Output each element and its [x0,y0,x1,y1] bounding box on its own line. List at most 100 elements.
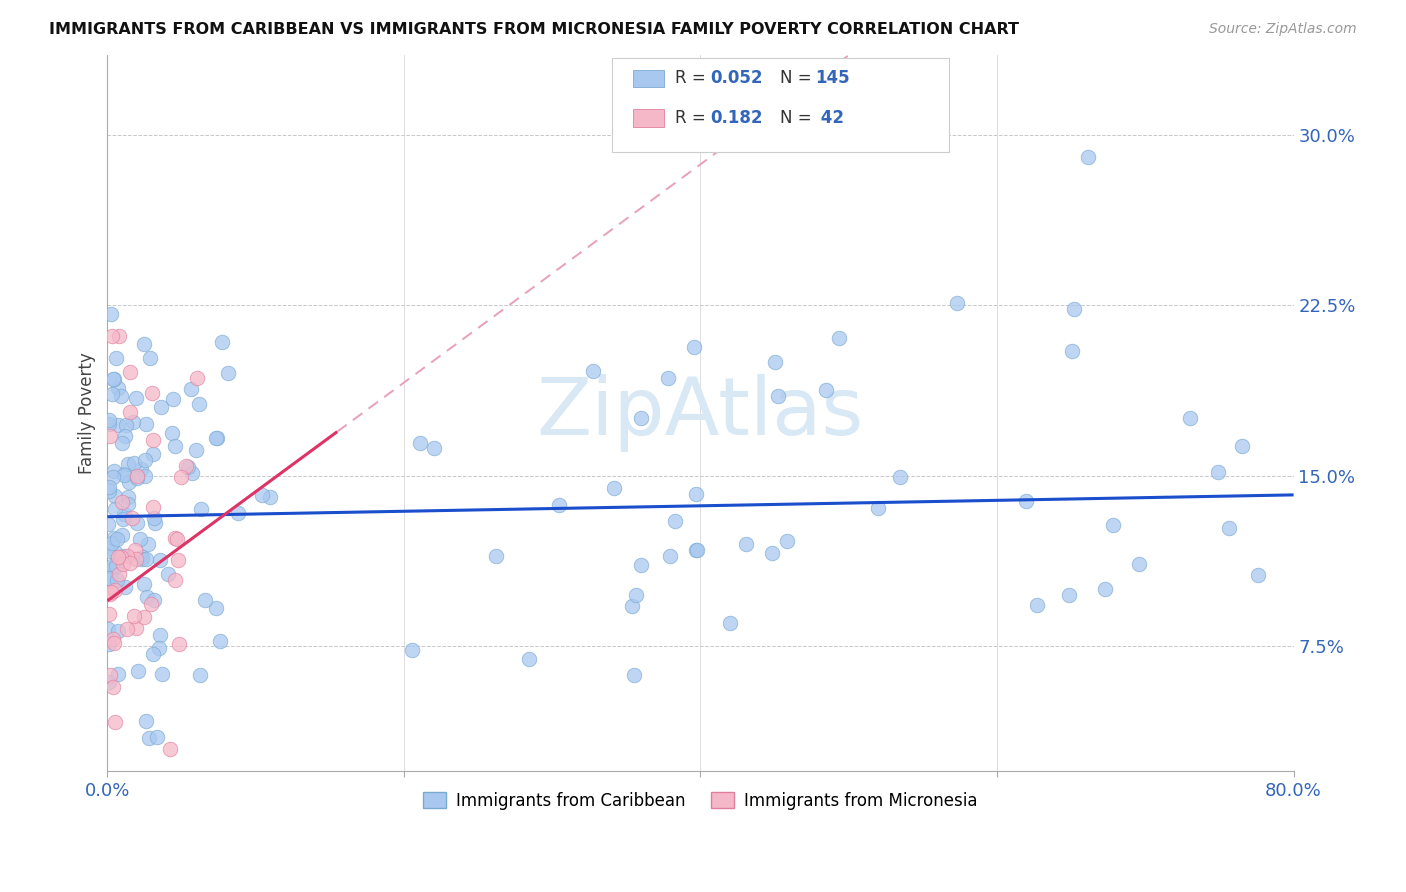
Point [142,433,165,447]
Point [112,549,135,564]
Point [98,417,121,431]
Text: R =: R = [675,70,711,87]
Point [135,417,157,431]
Point [194,592,217,607]
Text: N =: N = [780,109,817,127]
Point [111,495,134,509]
Point [142,511,165,525]
Point [105,532,128,546]
Point [630,558,652,572]
Text: 42: 42 [815,109,845,127]
Point [107,666,129,681]
Point [104,583,127,598]
Point [1025,598,1047,612]
Point [114,417,136,432]
Point [97,607,120,621]
Point [159,741,181,756]
Point [150,400,173,414]
Point [134,469,156,483]
Point [125,621,148,635]
Point [166,532,188,546]
Point [889,470,911,484]
Point [156,567,179,582]
Text: 0.052: 0.052 [710,70,762,87]
Point [718,615,741,630]
Point [946,295,969,310]
Point [101,680,124,694]
Point [1102,517,1125,532]
Point [103,372,125,386]
Point [131,550,153,565]
Point [766,389,789,403]
Point [190,668,212,682]
Point [1128,558,1150,572]
Point [97,483,120,498]
Point [122,456,145,470]
Point [1062,343,1084,358]
Text: 145: 145 [815,70,851,87]
Point [815,383,838,397]
Point [1015,494,1038,508]
Point [101,372,124,386]
Point [132,609,155,624]
Point [167,637,190,651]
Point [143,593,166,607]
Y-axis label: Family Poverty: Family Poverty [79,352,96,475]
Point [180,466,202,480]
Point [125,552,148,566]
Point [148,553,170,567]
Point [122,609,145,624]
Point [163,531,186,545]
Point [112,507,135,521]
Point [103,714,125,729]
Point [142,647,165,661]
Point [101,329,124,343]
Point [105,351,128,366]
Point [129,462,152,476]
Point [117,490,139,504]
Point [97,622,120,636]
Point [103,464,125,478]
Point [135,714,157,728]
Point [127,469,149,483]
Point [97,637,120,651]
Point [1063,301,1085,316]
Point [686,543,709,558]
Point [132,337,155,351]
Point [148,641,170,656]
Point [664,514,686,528]
Point [187,396,209,410]
Point [620,599,643,614]
Point [100,586,122,600]
Point [167,552,190,566]
Point [142,500,165,514]
Point [108,566,131,581]
Point [115,622,138,636]
Point [174,459,197,474]
Point [408,436,430,450]
Point [149,627,172,641]
Point [1247,567,1270,582]
Point [118,475,141,490]
Point [657,371,679,385]
Text: 0.182: 0.182 [710,109,762,127]
Point [103,632,125,646]
Point [658,549,681,563]
Point [142,447,165,461]
Point [103,636,125,650]
Point [131,552,153,566]
Point [97,544,120,558]
Point [122,415,145,429]
Point [117,458,139,472]
Point [96,517,118,532]
Point [101,470,124,484]
Point [485,549,508,563]
Point [162,425,184,440]
Point [118,365,141,379]
Point [150,666,173,681]
Point [127,471,149,485]
Point [1206,465,1229,479]
Point [101,559,124,574]
Point [100,308,122,322]
Point [250,488,273,502]
